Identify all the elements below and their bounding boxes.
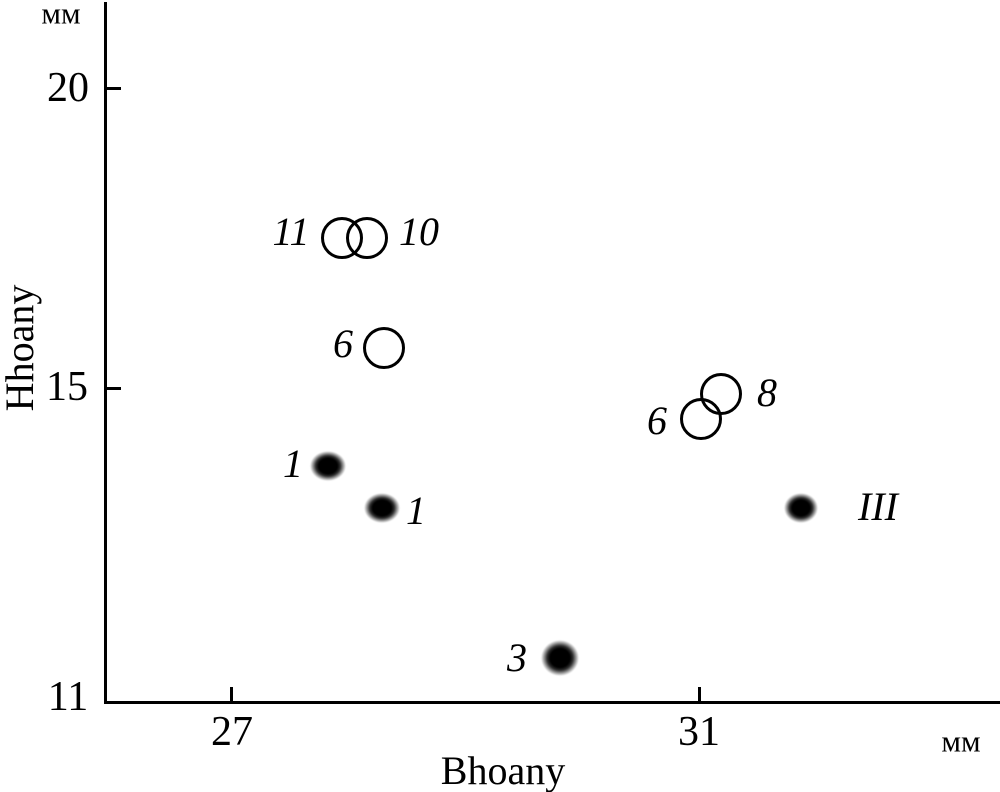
marker-label: 8: [757, 370, 777, 415]
open-circle-marker: [700, 373, 742, 415]
x-axis-line: [104, 701, 1000, 704]
x-tick-label: 31: [678, 709, 720, 755]
y-tick-label: 15: [46, 364, 88, 410]
y-axis-title: Hhoany: [0, 284, 42, 412]
open-circle-marker: [346, 217, 388, 259]
x-axis-title: Bhoany: [440, 748, 566, 792]
x-tick-label: 27: [211, 709, 253, 755]
y-tick-label: 11: [47, 674, 89, 720]
marker-label: 1: [283, 441, 303, 486]
marker-label: 1: [406, 488, 426, 533]
marker-label: 3: [507, 635, 527, 680]
y-axis-line: [104, 2, 107, 704]
marker-label: III: [858, 484, 898, 529]
filled-dot-marker: [310, 451, 346, 481]
y-axis-tick: [105, 387, 121, 390]
filled-dot-marker: [364, 493, 400, 523]
y-tick-label: 20: [47, 65, 89, 111]
open-circle-marker: [363, 327, 405, 369]
y-axis-tick: [105, 87, 121, 90]
y-axis-unit-label: мм: [41, 0, 81, 31]
x-axis-unit-label: мм: [941, 723, 981, 759]
x-axis-tick: [230, 687, 233, 702]
marker-label: 10: [399, 209, 439, 254]
marker-label: 6: [647, 398, 667, 443]
marker-label: 11: [272, 209, 310, 254]
filled-dot-marker: [541, 640, 579, 676]
filled-dot-marker: [784, 493, 818, 523]
marker-label: 6: [333, 321, 353, 366]
x-axis-tick: [698, 687, 701, 702]
